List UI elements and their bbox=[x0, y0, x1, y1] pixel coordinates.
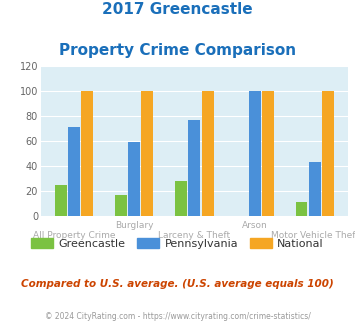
Text: Compared to U.S. average. (U.S. average equals 100): Compared to U.S. average. (U.S. average … bbox=[21, 279, 334, 289]
Text: Property Crime Comparison: Property Crime Comparison bbox=[59, 43, 296, 58]
Text: Burglary: Burglary bbox=[115, 221, 153, 230]
Legend: Greencastle, Pennsylvania, National: Greencastle, Pennsylvania, National bbox=[27, 234, 328, 253]
Text: All Property Crime: All Property Crime bbox=[33, 231, 115, 240]
Bar bbox=[128, 142, 140, 216]
Bar bbox=[175, 181, 187, 216]
Bar bbox=[115, 195, 127, 216]
Bar bbox=[309, 162, 321, 216]
Bar bbox=[189, 120, 200, 216]
Text: Motor Vehicle Theft: Motor Vehicle Theft bbox=[271, 231, 355, 240]
Bar bbox=[248, 91, 261, 216]
Bar bbox=[81, 91, 93, 216]
Bar bbox=[202, 91, 214, 216]
Bar bbox=[262, 91, 274, 216]
Text: 2017 Greencastle: 2017 Greencastle bbox=[102, 2, 253, 16]
Bar bbox=[322, 91, 334, 216]
Bar bbox=[55, 185, 67, 216]
Bar bbox=[141, 91, 153, 216]
Text: © 2024 CityRating.com - https://www.cityrating.com/crime-statistics/: © 2024 CityRating.com - https://www.city… bbox=[45, 312, 310, 321]
Bar bbox=[296, 202, 307, 216]
Text: Arson: Arson bbox=[242, 221, 267, 230]
Text: Larceny & Theft: Larceny & Theft bbox=[158, 231, 230, 240]
Bar bbox=[68, 127, 80, 216]
